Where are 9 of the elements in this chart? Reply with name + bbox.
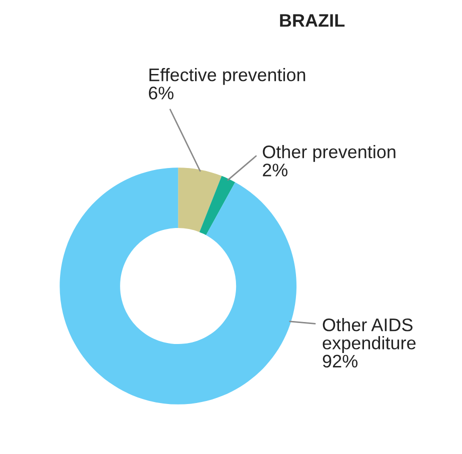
data-label: 6% bbox=[148, 86, 174, 100]
data-label: 92% bbox=[322, 354, 358, 368]
chart-title: BRAZIL bbox=[280, 14, 345, 27]
donut-slice bbox=[199, 176, 236, 236]
donut-slice bbox=[178, 168, 222, 232]
slice-label: Other AIDS expenditure bbox=[322, 318, 416, 353]
slice-label: Effective prevention bbox=[149, 68, 306, 85]
data-label: 2% bbox=[262, 164, 288, 176]
slice-label: Other prevention bbox=[262, 145, 396, 162]
